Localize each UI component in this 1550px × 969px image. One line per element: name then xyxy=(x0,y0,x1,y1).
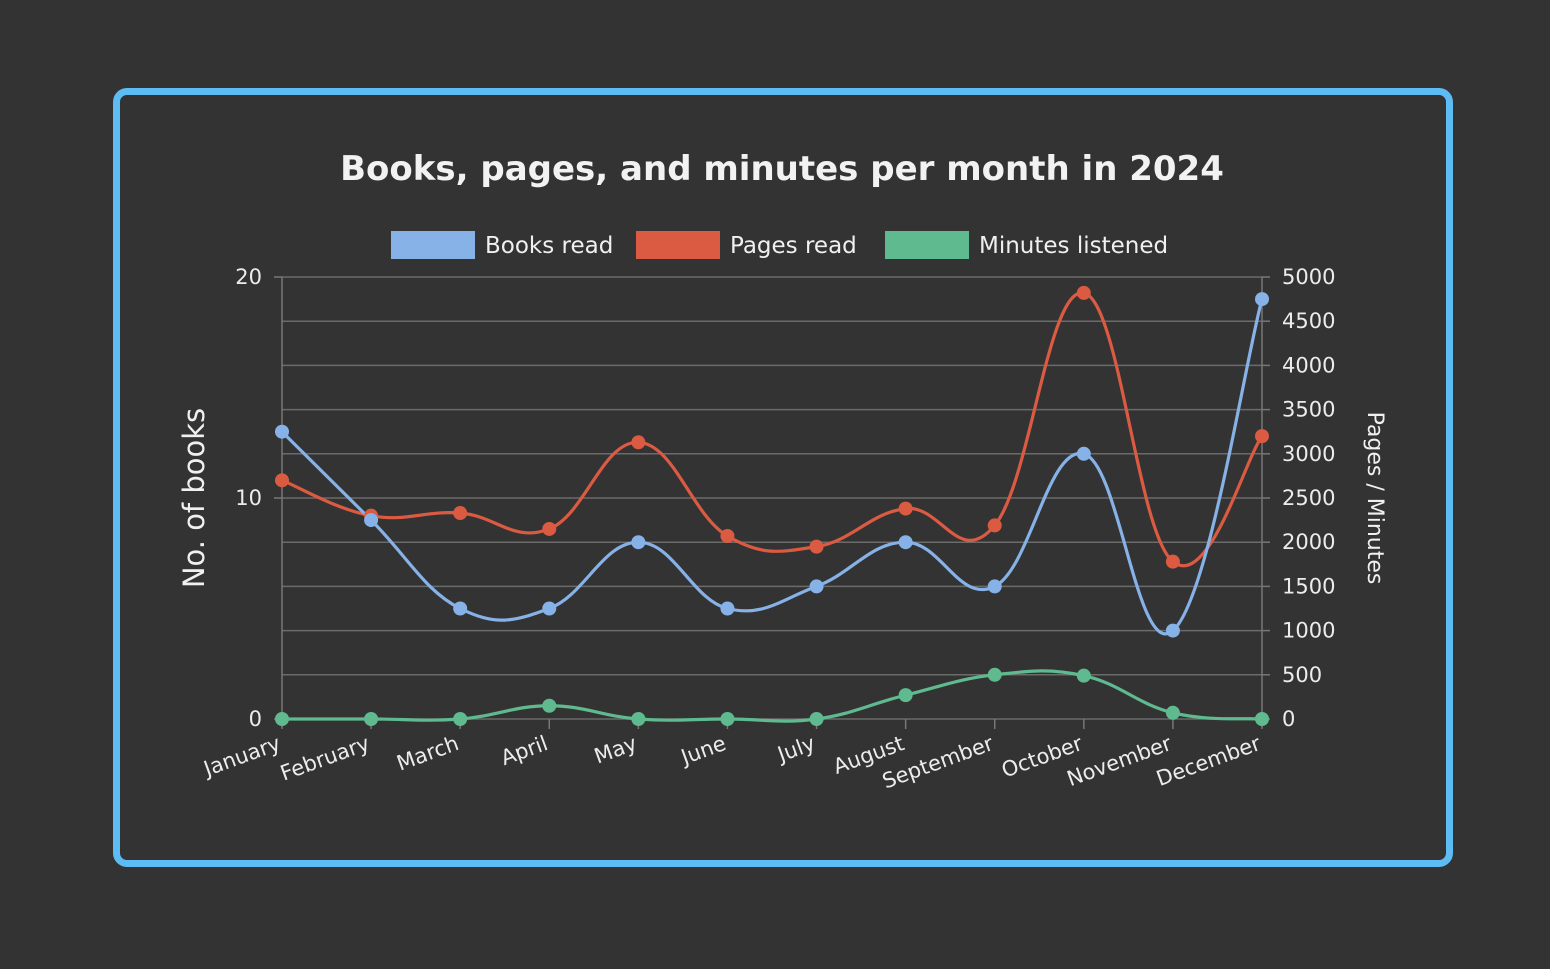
y2-tick-label: 3500 xyxy=(1282,398,1335,422)
data-point-minutes-listened xyxy=(1255,712,1269,726)
legend-label-minutes-listened: Minutes listened xyxy=(979,233,1168,259)
data-point-pages-read xyxy=(987,518,1002,533)
y2-axis-title: Pages / Minutes xyxy=(1362,412,1387,585)
x-tick-label: January xyxy=(199,731,284,781)
legend: Books read Pages read Minutes listened xyxy=(391,231,1168,259)
data-point-minutes-listened xyxy=(631,712,646,726)
data-point-books-read xyxy=(631,535,646,550)
data-point-pages-read xyxy=(275,473,289,488)
grid xyxy=(282,276,1262,720)
legend-swatch-books-read xyxy=(391,231,475,259)
data-point-minutes-listened xyxy=(987,667,1002,682)
series-line-minutes-listened xyxy=(281,669,1263,723)
data-point-books-read xyxy=(1165,623,1180,638)
x-tick-label: February xyxy=(277,731,373,785)
data-point-pages-read xyxy=(809,539,824,554)
x-tick-label: April xyxy=(498,731,551,770)
y-tick-label: 10 xyxy=(235,486,262,510)
data-point-books-read xyxy=(1076,446,1091,461)
y-tick-label: 20 xyxy=(235,265,262,289)
data-point-pages-read xyxy=(898,501,913,516)
data-point-pages-read xyxy=(1165,554,1180,569)
data-point-minutes-listened xyxy=(1076,668,1091,683)
x-tick-label: December xyxy=(1153,731,1264,791)
y2-tick-label: 500 xyxy=(1282,663,1322,687)
data-point-books-read xyxy=(453,601,468,616)
legend-label-books-read: Books read xyxy=(485,233,613,259)
data-point-books-read xyxy=(542,601,557,616)
y2-tick-label: 1500 xyxy=(1282,574,1335,598)
data-point-pages-read xyxy=(453,506,468,521)
data-point-pages-read xyxy=(542,521,557,536)
data-point-pages-read xyxy=(631,435,646,450)
x-tick-label: March xyxy=(394,731,462,775)
data-point-minutes-listened xyxy=(1165,705,1180,720)
chart-card xyxy=(113,88,1453,867)
data-point-minutes-listened xyxy=(809,712,824,726)
series-line-books-read xyxy=(280,298,1264,636)
x-tick-label: July xyxy=(773,731,819,767)
data-point-books-read xyxy=(987,579,1002,594)
data-point-books-read xyxy=(1255,292,1269,307)
x-tick-label: June xyxy=(676,731,729,770)
y2-tick-label: 2500 xyxy=(1282,486,1335,510)
data-point-minutes-listened xyxy=(898,688,913,703)
chart-title: Books, pages, and minutes per month in 2… xyxy=(340,149,1224,189)
data-point-minutes-listened xyxy=(275,712,289,726)
data-point-minutes-listened xyxy=(720,712,735,726)
series-line-pages-read xyxy=(281,291,1264,567)
data-point-books-read xyxy=(720,601,735,616)
y2-tick-label: 4500 xyxy=(1282,309,1335,333)
legend-swatch-minutes-listened xyxy=(885,231,969,259)
data-point-pages-read xyxy=(1076,285,1091,300)
legend-label-pages-read: Pages read xyxy=(730,233,857,259)
data-point-minutes-listened xyxy=(453,712,468,726)
y2-tick-label: 3000 xyxy=(1282,442,1335,466)
y2-tick-label: 2000 xyxy=(1282,530,1335,554)
data-point-books-read xyxy=(364,513,379,528)
data-point-books-read xyxy=(275,424,289,439)
y2-tick-label: 4000 xyxy=(1282,353,1335,377)
data-point-minutes-listened xyxy=(364,712,379,726)
series-lines xyxy=(280,291,1264,723)
series-points xyxy=(275,285,1269,726)
y2-tick-label: 5000 xyxy=(1282,265,1335,289)
y2-tick-label: 0 xyxy=(1282,707,1295,731)
data-point-books-read xyxy=(809,579,824,594)
y-tick-label: 0 xyxy=(249,707,262,731)
y-axis-title: No. of books xyxy=(177,408,211,588)
data-point-books-read xyxy=(898,535,913,550)
data-point-pages-read xyxy=(1255,429,1269,444)
data-point-minutes-listened xyxy=(542,698,557,713)
legend-swatch-pages-read xyxy=(636,231,720,259)
x-tick-label: May xyxy=(591,731,640,768)
data-point-pages-read xyxy=(720,529,735,544)
y2-tick-label: 1000 xyxy=(1282,619,1335,643)
